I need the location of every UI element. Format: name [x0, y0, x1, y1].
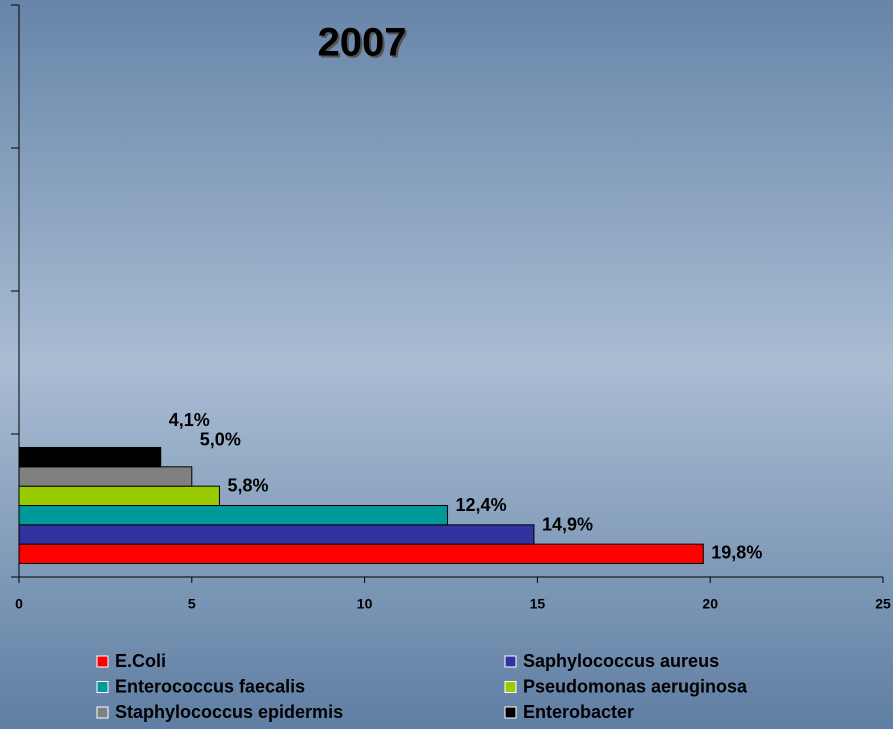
x-tick-label: 5: [188, 596, 196, 612]
x-tick-label: 20: [702, 596, 718, 612]
data-label: 14,9%: [542, 514, 593, 534]
data-label: 4,1%: [169, 410, 210, 430]
legend-swatch: [96, 706, 109, 719]
bar: [18, 447, 162, 468]
x-tick-label: 10: [357, 596, 373, 612]
bar: [18, 524, 535, 545]
x-tick-label: 0: [15, 596, 23, 612]
chart-title-shadow: 2007: [320, 23, 409, 67]
legend-label: Pseudomonas aeruginosa: [523, 676, 748, 696]
data-label: 5,8%: [227, 476, 268, 496]
x-tick-label: 25: [875, 596, 891, 612]
bar: [18, 485, 220, 506]
bar: [18, 543, 704, 565]
data-label: 19,8%: [711, 543, 762, 563]
x-tick-label: 15: [530, 596, 546, 612]
legend-swatch: [96, 681, 109, 693]
bar: [18, 466, 193, 487]
legend-swatch: [504, 655, 517, 668]
bar: [18, 505, 449, 526]
legend-label: Enterococcus faecalis: [115, 676, 305, 696]
legend-swatch: [504, 706, 517, 719]
legend-label: Staphylococcus epidermis: [115, 702, 343, 722]
chart-title: 2007: [318, 21, 407, 65]
legend-label: Enterobacter: [523, 702, 634, 722]
legend-label: E.Coli: [115, 651, 166, 671]
legend-label: Saphylococcus aureus: [523, 651, 719, 671]
legend-swatch: [504, 681, 517, 693]
legend-swatch: [96, 655, 109, 668]
data-label: 12,4%: [456, 495, 507, 515]
data-label: 5,0%: [200, 429, 241, 449]
